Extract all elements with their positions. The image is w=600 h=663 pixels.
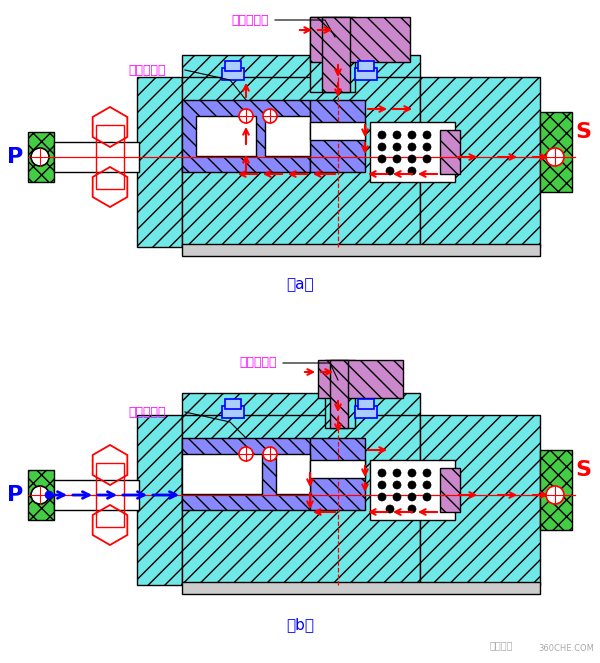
- Bar: [310, 460, 365, 478]
- Circle shape: [423, 155, 431, 163]
- Circle shape: [408, 131, 416, 139]
- Circle shape: [408, 167, 416, 175]
- Bar: [355, 406, 377, 418]
- Bar: [440, 130, 460, 174]
- Bar: [325, 360, 355, 428]
- Circle shape: [378, 481, 386, 489]
- Circle shape: [378, 131, 386, 139]
- Circle shape: [393, 155, 401, 163]
- Circle shape: [393, 493, 401, 501]
- Circle shape: [423, 143, 431, 151]
- Bar: [540, 450, 572, 530]
- Bar: [355, 68, 377, 80]
- Bar: [96, 463, 124, 527]
- Bar: [182, 454, 262, 494]
- Bar: [540, 112, 572, 192]
- Bar: [54, 142, 139, 172]
- Circle shape: [408, 505, 416, 513]
- Text: P: P: [7, 485, 23, 505]
- Bar: [137, 77, 182, 247]
- Bar: [182, 100, 310, 172]
- Bar: [182, 244, 540, 256]
- Bar: [28, 470, 54, 520]
- Bar: [225, 61, 241, 71]
- Bar: [225, 399, 241, 409]
- Text: 卡车之家: 卡车之家: [490, 640, 514, 650]
- Bar: [310, 17, 355, 92]
- Bar: [330, 360, 348, 428]
- Bar: [310, 438, 365, 510]
- Bar: [370, 460, 455, 520]
- Circle shape: [378, 469, 386, 477]
- Circle shape: [31, 148, 49, 166]
- Bar: [196, 116, 256, 156]
- Text: 360CHE.COM: 360CHE.COM: [538, 644, 594, 653]
- Bar: [310, 17, 410, 62]
- Circle shape: [393, 131, 401, 139]
- Bar: [182, 393, 420, 420]
- Circle shape: [423, 469, 431, 477]
- Circle shape: [393, 481, 401, 489]
- Bar: [96, 125, 124, 189]
- Bar: [182, 55, 420, 82]
- Bar: [28, 132, 54, 182]
- Bar: [222, 406, 244, 418]
- Circle shape: [378, 493, 386, 501]
- Text: S: S: [575, 460, 591, 480]
- Bar: [222, 68, 244, 80]
- Circle shape: [239, 447, 253, 461]
- Text: S: S: [575, 122, 591, 142]
- Bar: [182, 415, 420, 585]
- Text: 奇数档气管: 奇数档气管: [231, 13, 269, 27]
- Circle shape: [393, 143, 401, 151]
- Text: （b）: （b）: [286, 617, 314, 633]
- Text: 奇数档气管: 奇数档气管: [239, 357, 277, 369]
- Bar: [370, 122, 455, 182]
- Bar: [310, 100, 365, 172]
- Text: 偶数档气管: 偶数档气管: [128, 64, 166, 76]
- Circle shape: [393, 469, 401, 477]
- Bar: [420, 415, 540, 585]
- Circle shape: [31, 486, 49, 504]
- Bar: [265, 116, 310, 156]
- Circle shape: [423, 131, 431, 139]
- Circle shape: [408, 469, 416, 477]
- Circle shape: [423, 493, 431, 501]
- Circle shape: [423, 481, 431, 489]
- Bar: [322, 17, 350, 92]
- Bar: [182, 77, 420, 247]
- Text: 偶数档气管: 偶数档气管: [128, 406, 166, 418]
- Circle shape: [546, 148, 564, 166]
- Bar: [420, 77, 540, 247]
- Text: （a）: （a）: [286, 278, 314, 292]
- Bar: [358, 61, 374, 71]
- Circle shape: [386, 167, 394, 175]
- Circle shape: [546, 486, 564, 504]
- Bar: [440, 468, 460, 512]
- Circle shape: [408, 493, 416, 501]
- Bar: [310, 122, 365, 140]
- Text: P: P: [7, 147, 23, 167]
- Circle shape: [378, 155, 386, 163]
- Circle shape: [239, 109, 253, 123]
- Bar: [276, 454, 310, 494]
- Circle shape: [45, 491, 53, 499]
- Bar: [137, 415, 182, 585]
- Circle shape: [263, 109, 277, 123]
- Bar: [182, 582, 540, 594]
- Circle shape: [386, 505, 394, 513]
- Bar: [318, 360, 403, 398]
- Bar: [358, 399, 374, 409]
- Circle shape: [408, 481, 416, 489]
- Circle shape: [263, 447, 277, 461]
- Bar: [54, 480, 139, 510]
- Circle shape: [408, 155, 416, 163]
- Circle shape: [408, 143, 416, 151]
- Circle shape: [378, 143, 386, 151]
- Bar: [182, 438, 310, 510]
